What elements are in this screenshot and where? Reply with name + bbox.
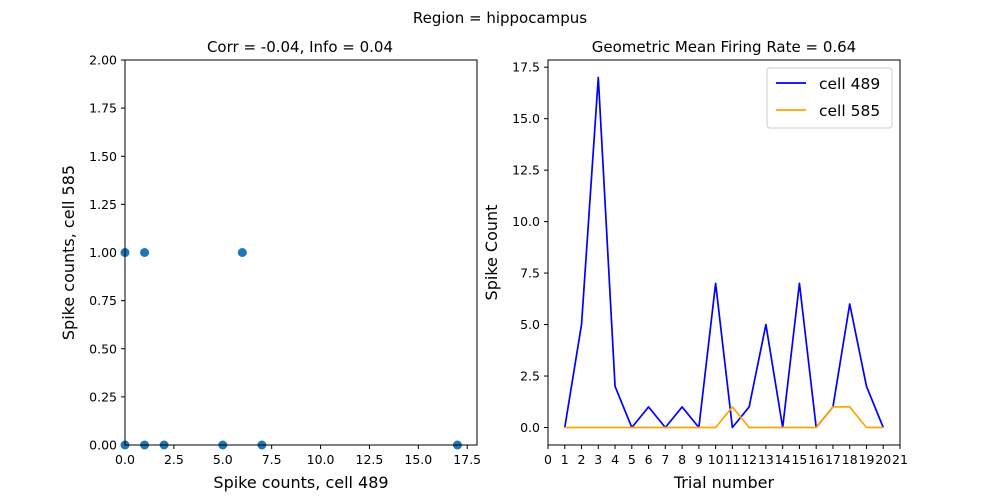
line-x-tick-label: 0 — [544, 452, 552, 467]
line-x-ticks: 0 1 2 3 4 5 6 7 8 9 10 11 12 13 14 15 16 17 18 19 20 21 — [544, 445, 908, 467]
legend-label-cell-489: cell 489 — [819, 75, 880, 93]
line-y-tick-label: 0.0 — [520, 420, 540, 435]
scatter-axes-frame — [124, 59, 478, 446]
line-x-tick-label: 4 — [611, 452, 619, 467]
scatter-y-tick-label: 0.50 — [89, 341, 117, 356]
line-x-tick-label: 10 — [708, 452, 724, 467]
line-y-tick-label: 7.5 — [520, 266, 540, 281]
scatter-points — [120, 248, 462, 450]
line-x-tick-label: 12 — [741, 452, 757, 467]
scatter-y-tick-label: 1.25 — [89, 197, 117, 212]
scatter-x-tick-label: 12.5 — [356, 452, 384, 467]
line-y-axis-label: Spike Count — [482, 205, 501, 301]
line-y-tick-label: 17.5 — [512, 60, 540, 75]
line-x-axis-label: Trial number — [673, 473, 775, 492]
line-x-tick-label: 11 — [724, 452, 740, 467]
line-y-tick-label: 12.5 — [512, 163, 540, 178]
series-line-cell-489 — [563, 76, 885, 429]
line-x-tick-label: 19 — [859, 452, 875, 467]
scatter-x-tick-label: 0.0 — [115, 452, 135, 467]
scatter-x-tick-label: 10.0 — [307, 452, 335, 467]
line-x-tick-label: 13 — [758, 452, 774, 467]
line-x-tick-label: 16 — [808, 452, 824, 467]
scatter-x-tick-label: 2.5 — [164, 452, 184, 467]
scatter-x-tick-label: 7.5 — [262, 452, 282, 467]
scatter-x-tick-label: 5.0 — [213, 452, 233, 467]
line-x-tick-label: 20 — [875, 452, 891, 467]
line-x-tick-label: 7 — [661, 452, 669, 467]
line-title: Geometric Mean Firing Rate = 0.64 — [592, 38, 856, 56]
scatter-y-tick-label: 1.00 — [89, 245, 117, 260]
line-x-tick-label: 14 — [775, 452, 791, 467]
scatter-panel: Corr = -0.04, Info = 0.04 0.0 2.5 5.0 7.5 10… — [59, 38, 481, 492]
line-x-tick-label: 17 — [825, 452, 841, 467]
line-y-tick-label: 10.0 — [512, 214, 540, 229]
scatter-y-tick-label: 2.00 — [89, 53, 117, 68]
scatter-y-tick-label: 1.50 — [89, 149, 117, 164]
line-y-tick-label: 15.0 — [512, 111, 540, 126]
scatter-title: Corr = -0.04, Info = 0.04 — [207, 38, 393, 56]
scatter-y-ticks: 0.00 0.25 0.50 0.75 1.00 1.25 1.50 1.75 2.00 — [89, 53, 125, 453]
line-x-tick-label: 15 — [791, 452, 807, 467]
scatter-point — [237, 248, 247, 257]
scatter-x-tick-label: 15.0 — [404, 452, 432, 467]
line-x-tick-label: 8 — [678, 452, 686, 467]
scatter-point — [140, 248, 150, 257]
line-x-tick-label: 6 — [645, 452, 653, 467]
line-x-tick-label: 21 — [892, 452, 908, 467]
line-x-tick-label: 3 — [594, 452, 602, 467]
line-y-tick-label: 5.0 — [520, 317, 540, 332]
legend: cell 489 cell 585 — [766, 67, 893, 129]
scatter-x-axis-label: Spike counts, cell 489 — [213, 473, 388, 492]
line-series — [563, 76, 885, 429]
scatter-y-tick-label: 0.75 — [89, 293, 117, 308]
line-x-tick-label: 18 — [842, 452, 858, 467]
scatter-x-ticks: 0.0 2.5 5.0 7.5 10.0 12.5 15.0 17.5 — [115, 445, 481, 467]
line-y-tick-label: 2.5 — [520, 369, 540, 384]
line-axes-frame — [547, 59, 901, 446]
line-x-tick-label: 1 — [561, 452, 569, 467]
legend-label-cell-585: cell 585 — [819, 102, 880, 120]
figure-suptitle: Region = hippocampus — [413, 9, 587, 27]
scatter-y-tick-label: 0.00 — [89, 438, 117, 453]
line-x-tick-label: 9 — [695, 452, 703, 467]
scatter-y-tick-label: 0.25 — [89, 389, 117, 404]
scatter-x-tick-label: 17.5 — [453, 452, 481, 467]
scatter-y-axis-label: Spike counts, cell 585 — [59, 165, 78, 340]
line-x-tick-label: 5 — [628, 452, 636, 467]
scatter-y-tick-label: 1.75 — [89, 101, 117, 116]
line-y-ticks: 0.0 2.5 5.0 7.5 10.0 12.5 15.0 17.5 — [512, 60, 548, 435]
series-line-cell-585 — [564, 406, 884, 429]
line-x-tick-label: 2 — [578, 452, 586, 467]
